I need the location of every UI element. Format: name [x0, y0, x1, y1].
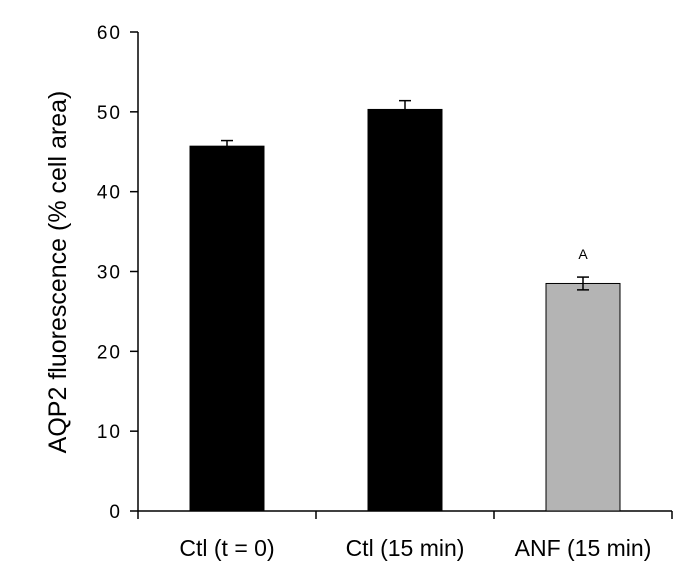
bar [367, 108, 443, 512]
error-bars [221, 99, 589, 291]
y-tick-label: 60 [97, 23, 122, 44]
y-ticks: 0 10 20 30 40 50 60 [97, 23, 138, 523]
y-tick-label: 40 [97, 183, 122, 204]
bars [189, 108, 621, 512]
x-category-label: Ctl (15 min) [346, 535, 465, 561]
x-category-label: ANF (15 min) [515, 535, 652, 561]
x-category-label: Ctl (t = 0) [179, 535, 274, 561]
y-tick-label: 50 [97, 103, 122, 124]
y-tick-label: 30 [97, 263, 122, 284]
y-tick-label: 10 [97, 422, 122, 443]
y-tick-label: 20 [97, 342, 122, 363]
bar [545, 282, 621, 512]
x-category-labels: Ctl (t = 0) Ctl (15 min) ANF (15 min) [179, 535, 651, 561]
annotations: A [578, 246, 588, 262]
y-axis-label-group: AQP2 fluorescence (% cell area) [44, 91, 72, 454]
significance-label: A [578, 246, 588, 262]
bar [189, 145, 265, 512]
y-tick-label: 0 [109, 502, 122, 523]
y-axis-label: AQP2 fluorescence (% cell area) [44, 91, 72, 454]
